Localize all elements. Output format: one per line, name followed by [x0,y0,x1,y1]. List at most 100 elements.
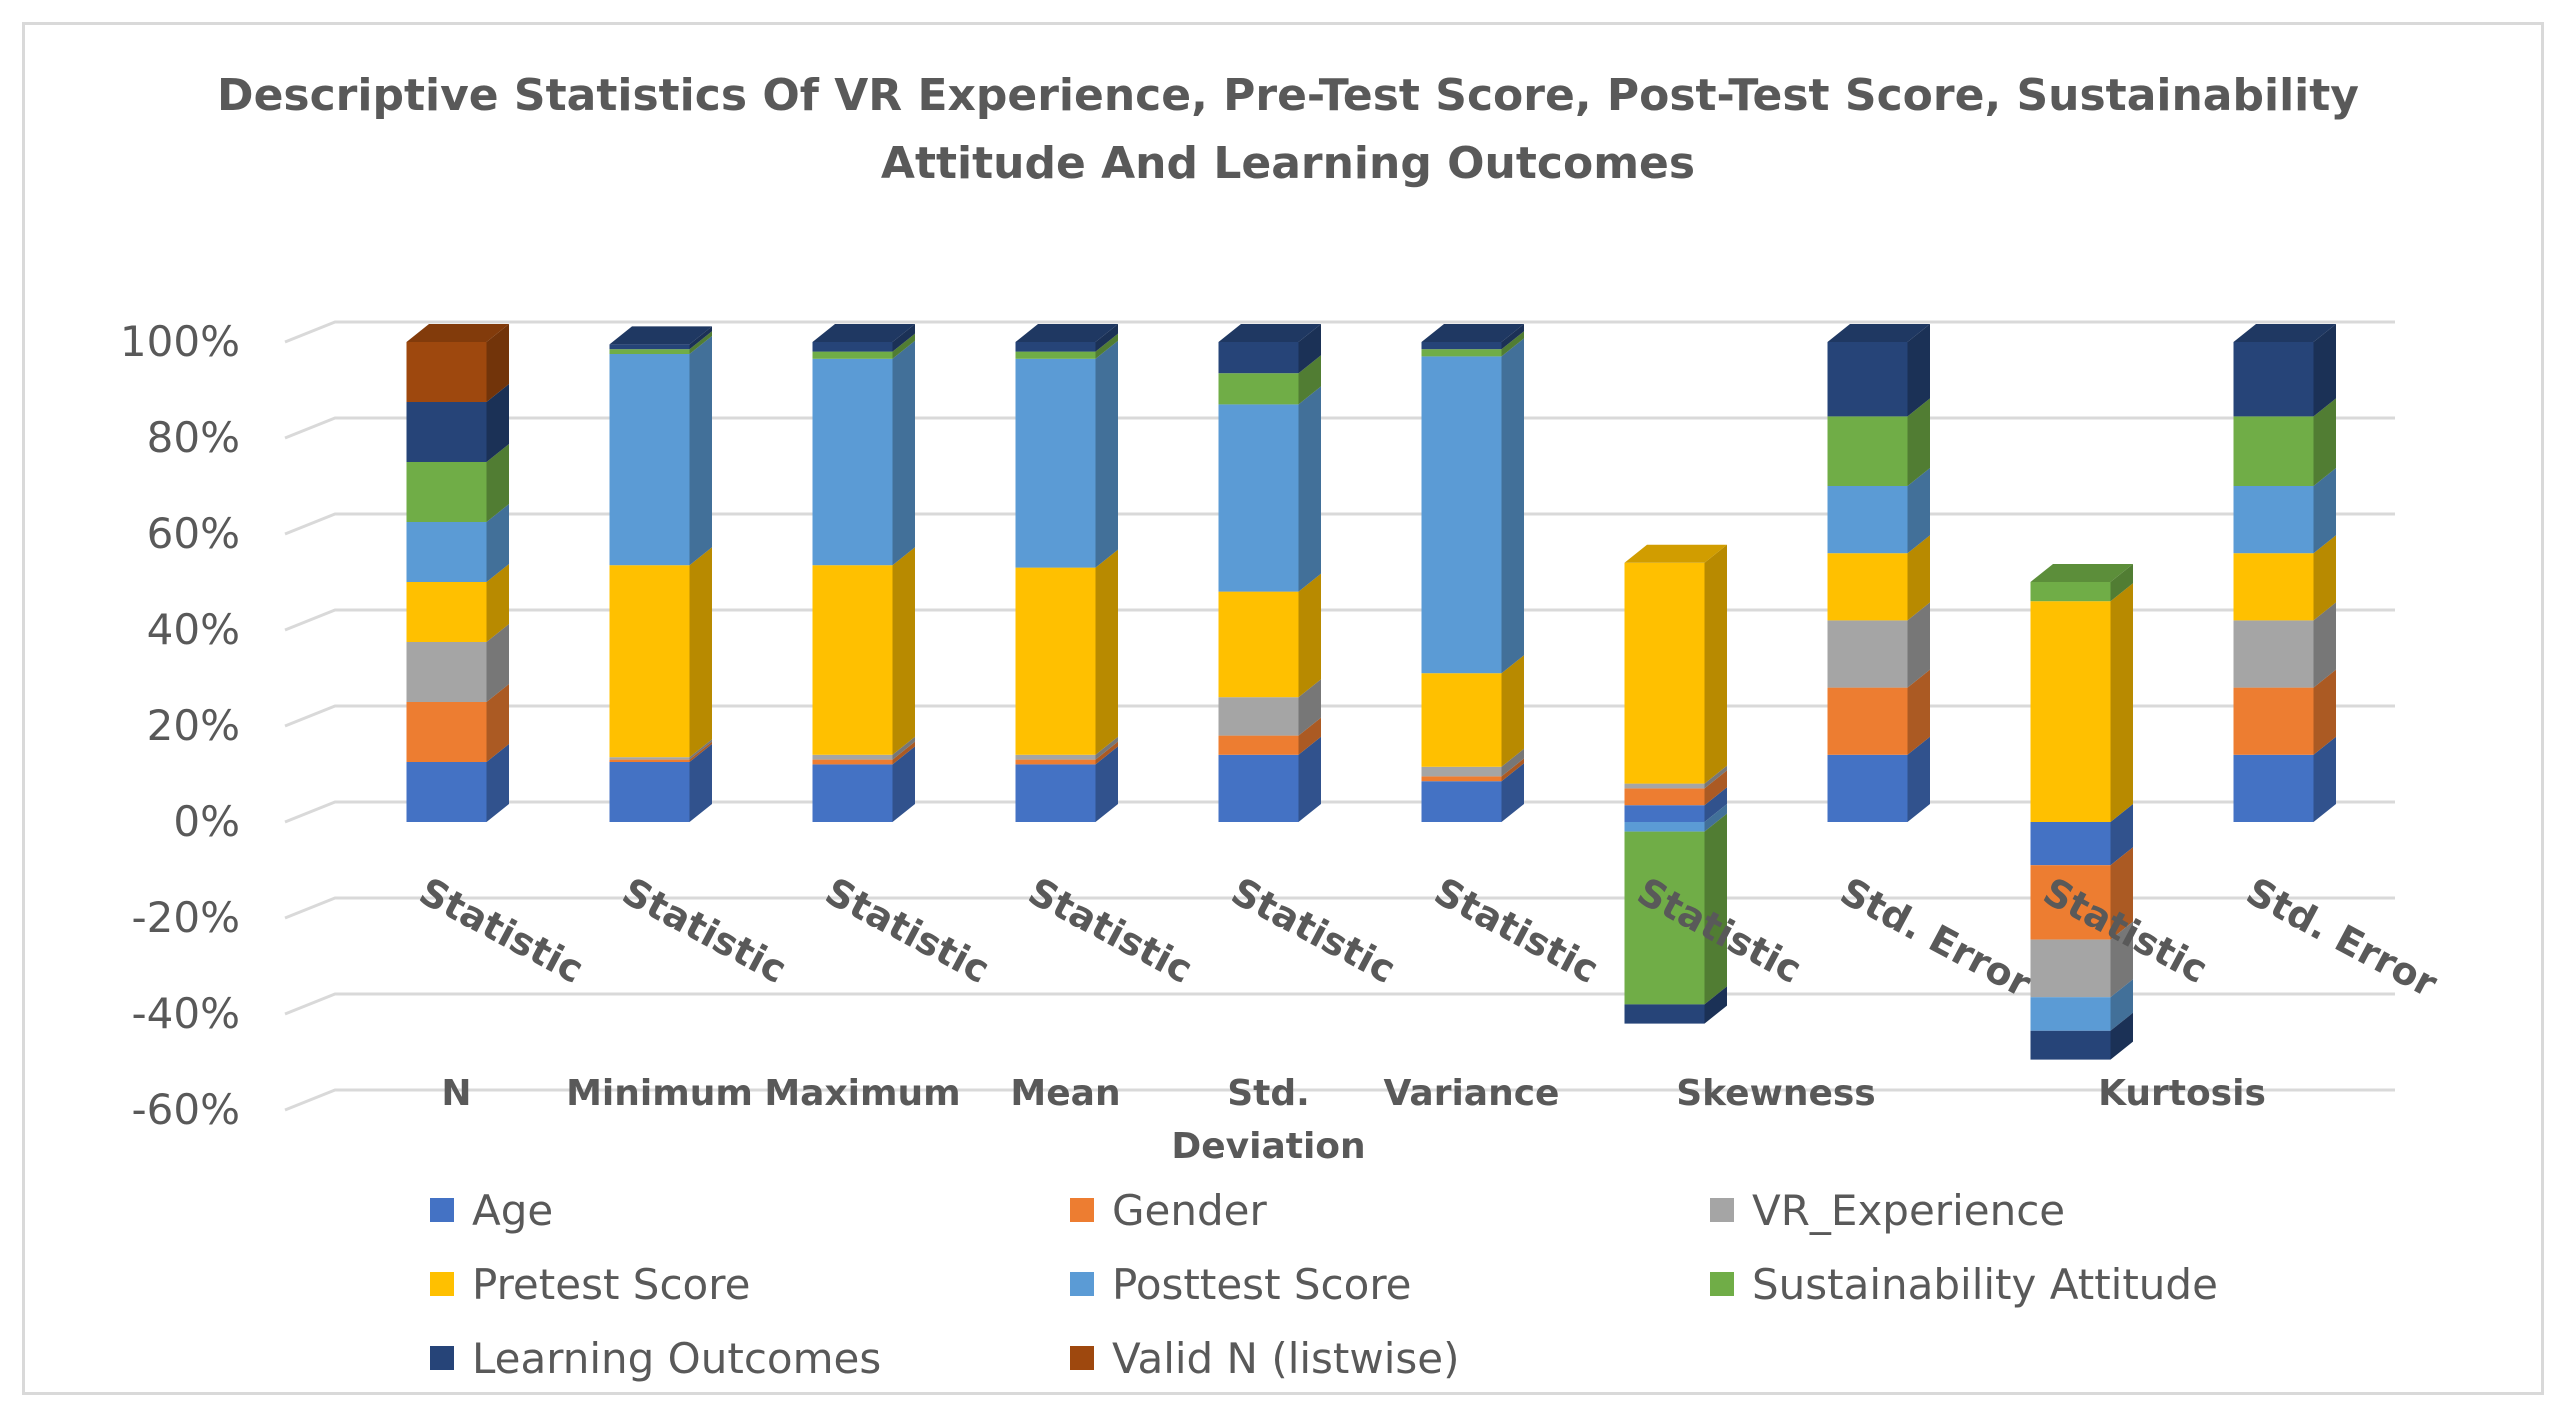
bar-segment [1015,764,1096,822]
bar-segment [2030,939,2111,998]
legend-label: Posttest Score [1112,1259,1412,1309]
bar-side [689,547,712,758]
bar-top [1218,324,1321,342]
bar-side [486,564,509,642]
bar-side [1501,763,1524,822]
bar-segment [1624,562,1705,784]
legend-item: Age [430,1180,1070,1240]
y-tick-label: 20% [147,701,240,750]
bar-side [1298,679,1321,736]
bar-side [1501,331,1524,357]
y-tick-label: 80% [147,413,240,462]
bar-segment [1624,805,1705,822]
bar-side [1298,386,1321,592]
legend-item: VR_Experience [1710,1180,2330,1240]
bar-segment [812,759,893,765]
bar-segment [1015,759,1096,765]
bar-segment [406,642,487,702]
bar-side [1501,758,1524,782]
x-subcategory-label: Statistic [1224,869,1402,992]
bar-side [892,736,915,760]
bar-segment [1421,776,1502,782]
bar-segment [1218,404,1299,592]
chart-title-line-2: Attitude And Learning Outcomes [880,138,1696,189]
bar-segment [609,565,690,758]
bar-segment [1827,687,1908,755]
bar-side [689,744,712,822]
bar-top [812,324,915,342]
bar-segment [1421,766,1502,777]
bar-segment [609,344,690,350]
bar-side [2313,736,2336,822]
bar-side [1501,655,1524,767]
bar-side [2110,564,2133,602]
bar-segment [812,754,893,760]
chart-legend: Age Gender VR_Experience Pretest Score Postt… [430,1180,2330,1388]
legend-label: Sustainability Attitude [1752,1259,2218,1309]
bar-segment [1827,486,1908,554]
y-tick-label: 60% [147,509,240,558]
bar-side [1704,544,1727,784]
bar-side [689,331,712,354]
x-group-label: Maximum [764,1073,960,1114]
bar-side [1704,986,1727,1024]
legend-swatch [430,1346,454,1370]
bar-side [1907,736,1930,822]
bar-segment [812,342,893,352]
bar-segment [1218,697,1299,736]
bar-side [486,384,509,462]
x-subcategory-label: Statistic [1427,869,1605,992]
bar-segment [1421,673,1502,767]
bar-segment [609,759,690,762]
x-group-label: Minimum [566,1073,753,1114]
legend-item: Valid N (listwise) [1070,1328,1710,1388]
bar-side [1095,324,1118,352]
legend-swatch [1070,1198,1094,1222]
x-subcategory-label: Statistic [615,869,793,992]
bar-side [2313,669,2336,755]
y-tick-label: -60% [131,1085,240,1134]
legend-label: Valid N (listwise) [1112,1333,1460,1383]
bar-segment [1421,356,1502,674]
bar-segment [1015,358,1096,568]
legend-swatch [1710,1198,1734,1222]
bar-segment [406,522,487,582]
bar-segment [812,351,893,359]
x-subcategory-label: Statistic [1021,869,1199,992]
bar-side [1704,804,1727,832]
bar-segment [1827,416,1908,486]
bar-side [2313,324,2336,417]
bar-segment [609,349,690,354]
x-group-label: N [441,1073,471,1114]
bar-side [2110,979,2133,1031]
bar-side [2110,804,2133,866]
x-group-label: Kurtosis [2098,1073,2266,1114]
bar-segment [1015,567,1096,755]
bar-segment [406,702,487,762]
bar-segment [609,757,690,760]
legend-label: Age [472,1185,554,1235]
legend-item: Sustainability Attitude [1710,1254,2330,1314]
bar-side [2110,1012,2133,1060]
bar-segment [1218,735,1299,755]
bar-side [486,624,509,702]
bar-side [1298,736,1321,822]
legend-label: Gender [1112,1185,1267,1235]
legend-swatch [430,1272,454,1296]
x-group-label: Deviation [1171,1126,1365,1167]
bar-segment [1624,1004,1705,1024]
bar-segment [2233,342,2314,417]
bar-side [2313,535,2336,621]
gridline [284,512,2395,536]
bar-top [609,326,712,345]
legend-item: Gender [1070,1180,1710,1240]
bar-segment [812,764,893,822]
bar-side [1704,787,1727,822]
bar-segment [1015,342,1096,352]
bar-side [1907,669,1930,755]
bar-side [892,333,915,359]
bar-segment [406,582,487,642]
chart-title: Descriptive Statistics Of VR Experience,… [0,62,2576,198]
bar-top [1827,324,1930,342]
